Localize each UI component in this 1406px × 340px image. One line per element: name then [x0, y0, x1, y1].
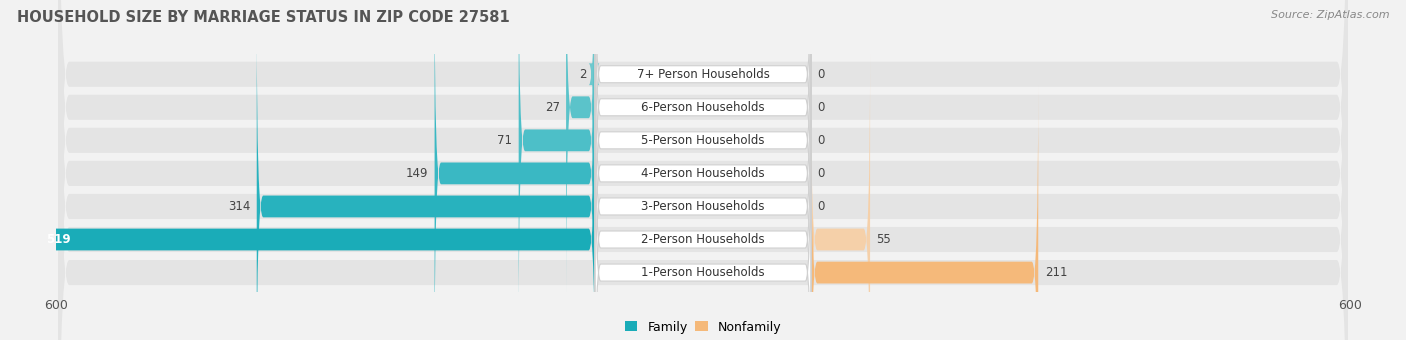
FancyBboxPatch shape	[595, 0, 811, 231]
Text: 519: 519	[46, 233, 72, 246]
Text: 71: 71	[498, 134, 512, 147]
FancyBboxPatch shape	[567, 0, 595, 295]
FancyBboxPatch shape	[59, 0, 1347, 340]
FancyBboxPatch shape	[595, 50, 811, 340]
Text: 55: 55	[876, 233, 891, 246]
Text: 4-Person Households: 4-Person Households	[641, 167, 765, 180]
FancyBboxPatch shape	[59, 0, 1347, 340]
Text: HOUSEHOLD SIZE BY MARRIAGE STATUS IN ZIP CODE 27581: HOUSEHOLD SIZE BY MARRIAGE STATUS IN ZIP…	[17, 10, 509, 25]
FancyBboxPatch shape	[811, 52, 870, 340]
FancyBboxPatch shape	[595, 116, 811, 340]
Text: 5-Person Households: 5-Person Households	[641, 134, 765, 147]
Text: 149: 149	[405, 167, 427, 180]
Text: 27: 27	[544, 101, 560, 114]
FancyBboxPatch shape	[595, 0, 811, 297]
Text: 0: 0	[817, 101, 825, 114]
Text: 0: 0	[817, 167, 825, 180]
FancyBboxPatch shape	[519, 0, 595, 328]
FancyBboxPatch shape	[257, 19, 595, 340]
FancyBboxPatch shape	[595, 83, 811, 340]
Text: 211: 211	[1045, 266, 1067, 279]
FancyBboxPatch shape	[59, 0, 1347, 340]
FancyBboxPatch shape	[811, 85, 1038, 340]
Text: Source: ZipAtlas.com: Source: ZipAtlas.com	[1271, 10, 1389, 20]
FancyBboxPatch shape	[59, 0, 1347, 340]
Text: 314: 314	[228, 200, 250, 213]
FancyBboxPatch shape	[589, 0, 599, 262]
Text: 6-Person Households: 6-Person Households	[641, 101, 765, 114]
FancyBboxPatch shape	[59, 0, 1347, 340]
Text: 1-Person Households: 1-Person Households	[641, 266, 765, 279]
Text: 0: 0	[817, 134, 825, 147]
FancyBboxPatch shape	[434, 0, 595, 340]
FancyBboxPatch shape	[59, 0, 1347, 340]
FancyBboxPatch shape	[59, 0, 1347, 340]
FancyBboxPatch shape	[595, 17, 811, 330]
Text: 0: 0	[817, 200, 825, 213]
Text: 3-Person Households: 3-Person Households	[641, 200, 765, 213]
Text: 7+ Person Households: 7+ Person Households	[637, 68, 769, 81]
Text: 0: 0	[817, 68, 825, 81]
FancyBboxPatch shape	[35, 52, 595, 340]
Text: 2: 2	[579, 68, 586, 81]
Legend: Family, Nonfamily: Family, Nonfamily	[620, 316, 786, 339]
FancyBboxPatch shape	[595, 0, 811, 264]
Text: 2-Person Households: 2-Person Households	[641, 233, 765, 246]
